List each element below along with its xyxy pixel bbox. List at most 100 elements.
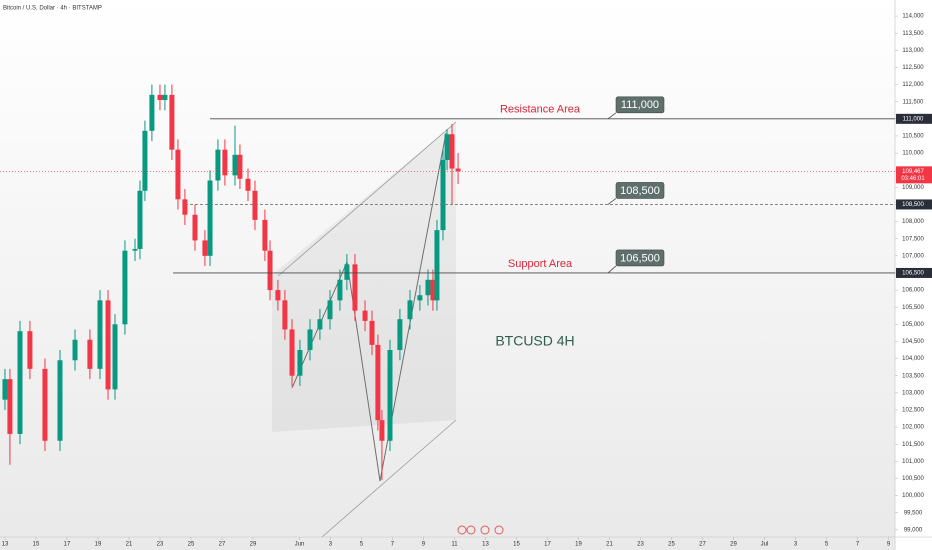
- y-tick-label: 111,500: [903, 99, 924, 105]
- candle-body: [417, 295, 423, 301]
- candle-body: [252, 190, 258, 220]
- x-tick-label: 13: [482, 542, 489, 548]
- level-name: Resistance Area: [500, 104, 581, 116]
- candle-body: [369, 320, 375, 345]
- trend-line: [277, 121, 457, 277]
- candle-body: [27, 331, 33, 369]
- candle-body: [379, 420, 385, 441]
- y-tick-label: 112,000: [902, 82, 924, 88]
- y-tick-label: 110,000: [902, 151, 924, 157]
- x-tick-label: 21: [126, 542, 133, 548]
- x-tick-label: 23: [637, 542, 644, 548]
- candle-body: [232, 154, 238, 176]
- candle-body: [352, 264, 358, 311]
- candle-body: [407, 300, 413, 320]
- y-tick-label: 102,000: [902, 425, 924, 431]
- x-tick-label: 17: [544, 542, 551, 548]
- candle-body: [307, 329, 313, 351]
- y-tick-label: 104,500: [902, 339, 924, 345]
- candle-body: [137, 190, 143, 249]
- candle-body: [275, 290, 281, 301]
- x-tick-label: 19: [95, 542, 102, 548]
- y-tick-label: 109,000: [902, 185, 924, 191]
- candle-body: [262, 219, 268, 251]
- icon: [457, 525, 467, 535]
- axis-level-label: 108,500: [902, 202, 924, 208]
- icon: [494, 525, 504, 535]
- pattern-zone: [272, 122, 456, 432]
- chart-title: Bitcoin / U.S. Dollar · 4h · BITSTAMP: [3, 6, 102, 12]
- x-tick-label: 23: [157, 542, 164, 548]
- current-price-label: 109,467: [902, 169, 924, 175]
- y-tick-label: 99,000: [904, 527, 923, 533]
- y-tick-label: 100,000: [902, 493, 924, 499]
- x-tick-label: 11: [451, 542, 458, 548]
- x-tick-label: 5: [825, 542, 829, 548]
- candle-body: [105, 300, 111, 390]
- candle-body: [169, 94, 175, 150]
- axis-level-label: 106,500: [902, 271, 924, 277]
- candle-body: [132, 248, 138, 251]
- y-tick-label: 102,500: [902, 408, 924, 414]
- y-tick-label: 108,000: [902, 219, 924, 225]
- x-tick-label: 9: [422, 542, 426, 548]
- plot-background: [0, 0, 895, 550]
- candle-body: [57, 360, 63, 441]
- x-tick-label: 15: [513, 542, 520, 548]
- candle-body: [87, 339, 93, 369]
- y-tick-label: 101,500: [902, 442, 924, 448]
- x-tick-label: 29: [250, 542, 257, 548]
- candle-body: [449, 134, 455, 169]
- candle-body: [434, 230, 440, 301]
- y-tick-label: 113,000: [902, 48, 924, 54]
- axis-level-box: [896, 113, 932, 124]
- callout-label: 108,500: [620, 185, 660, 197]
- candle-body: [122, 250, 128, 325]
- candle-body: [337, 279, 343, 301]
- candle-body: [289, 329, 295, 376]
- x-tick-label: 25: [668, 542, 675, 548]
- callout-label: 106,500: [620, 252, 660, 264]
- icon: [480, 525, 490, 535]
- callout-box: [615, 96, 665, 114]
- x-tick-label: 13: [2, 542, 9, 548]
- x-tick-label: 25: [188, 542, 195, 548]
- candle-body: [440, 159, 446, 231]
- y-tick-label: 107,000: [902, 253, 924, 259]
- candle-body: [202, 240, 208, 256]
- y-tick-label: 99,500: [904, 510, 923, 516]
- candle-body: [397, 319, 403, 351]
- x-tick-label: 21: [606, 542, 613, 548]
- callout-label: 111,000: [621, 99, 659, 111]
- axis-level-label: 111,000: [903, 116, 924, 122]
- candle-body: [282, 300, 288, 330]
- icon: [466, 525, 476, 535]
- y-tick-label: 104,000: [902, 356, 924, 362]
- y-tick-label: 113,500: [902, 31, 924, 37]
- callout-box: [615, 249, 665, 267]
- candle-body: [157, 94, 163, 101]
- candle-body: [430, 279, 436, 301]
- callout-connector: [607, 112, 617, 120]
- y-tick-label: 105,000: [902, 322, 924, 328]
- x-tick-label: 7: [391, 542, 395, 548]
- x-tick-label: 27: [219, 542, 226, 548]
- candle-body: [17, 331, 23, 434]
- callout-box: [615, 182, 665, 199]
- candle-body: [455, 168, 461, 172]
- candle-body: [387, 350, 393, 441]
- countdown: 03:46:01: [901, 176, 925, 182]
- candle-body: [149, 94, 155, 131]
- y-tick-label: 101,000: [902, 459, 924, 465]
- candle-body: [72, 339, 78, 361]
- marks: [2, 84, 461, 481]
- candle-body: [112, 324, 118, 390]
- x-tick-label: 15: [33, 542, 40, 548]
- candle-body: [444, 134, 450, 160]
- candle-body: [142, 130, 148, 191]
- candle-body: [222, 149, 228, 176]
- x-tick-label: Jul: [761, 542, 769, 548]
- candle-body: [2, 379, 8, 400]
- x-tick-label: 7: [856, 542, 860, 548]
